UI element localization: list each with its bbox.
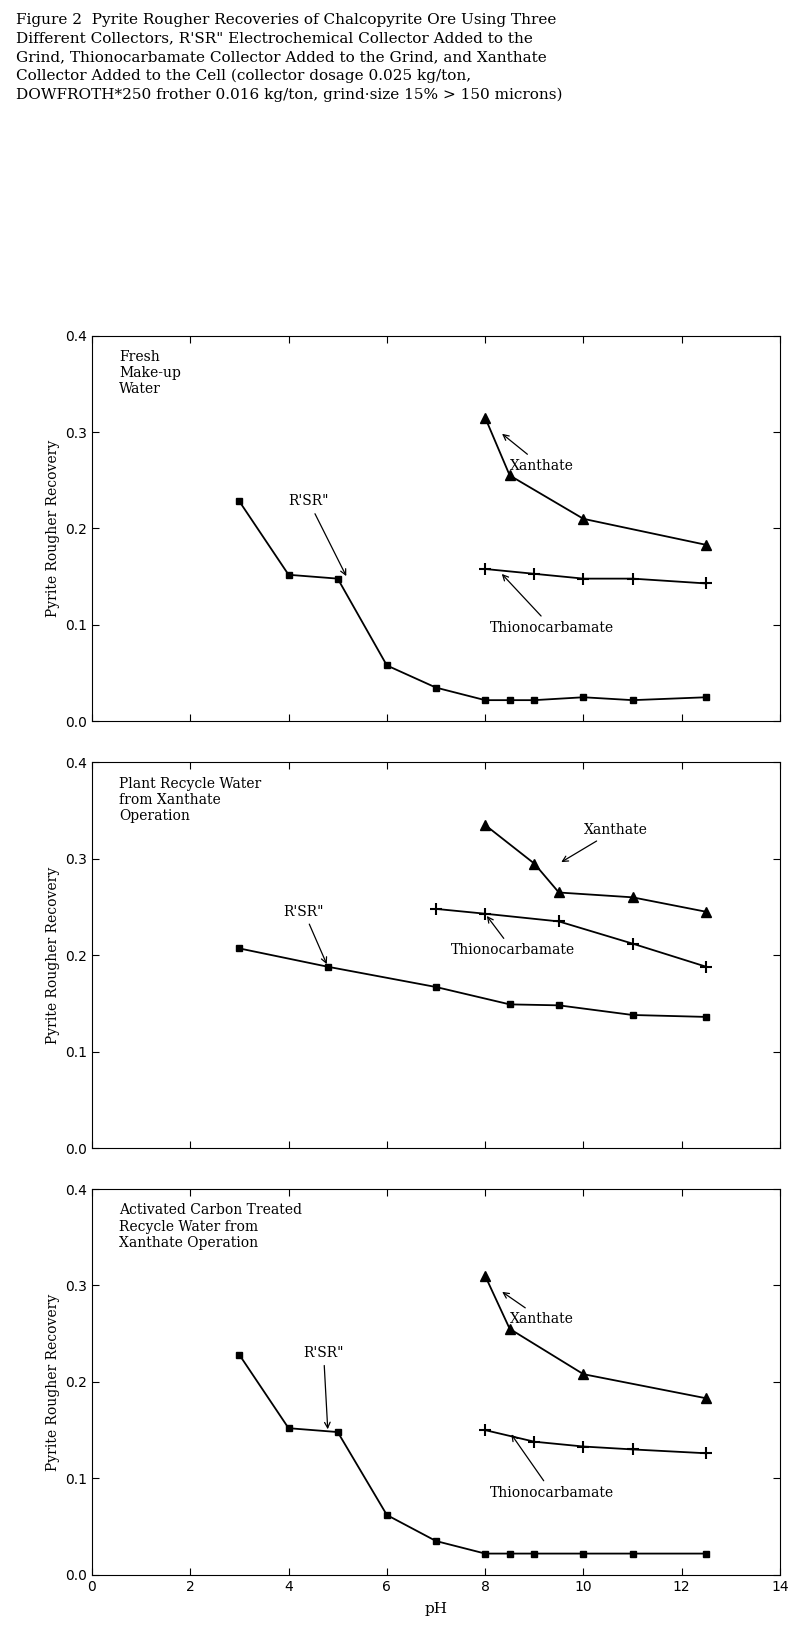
Y-axis label: Pyrite Rougher Recovery: Pyrite Rougher Recovery	[46, 866, 59, 1044]
Text: R'SR": R'SR"	[289, 494, 346, 575]
Text: Fresh
Make-up
Water: Fresh Make-up Water	[119, 350, 181, 396]
Text: Activated Carbon Treated
Recycle Water from
Xanthate Operation: Activated Carbon Treated Recycle Water f…	[119, 1203, 302, 1251]
Text: R'SR": R'SR"	[284, 905, 326, 963]
Text: R'SR": R'SR"	[303, 1346, 344, 1427]
Text: Xanthate: Xanthate	[562, 823, 647, 861]
Text: Thionocarbamate: Thionocarbamate	[490, 575, 614, 635]
Text: Xanthate: Xanthate	[503, 435, 574, 473]
Y-axis label: Pyrite Rougher Recovery: Pyrite Rougher Recovery	[46, 1293, 59, 1470]
Text: Figure 2  Pyrite Rougher Recoveries of Chalcopyrite Ore Using Three
Different Co: Figure 2 Pyrite Rougher Recoveries of Ch…	[16, 13, 562, 101]
X-axis label: pH: pH	[425, 1603, 447, 1616]
Text: Thionocarbamate: Thionocarbamate	[490, 1436, 614, 1499]
Text: Thionocarbamate: Thionocarbamate	[450, 917, 575, 958]
Y-axis label: Pyrite Rougher Recovery: Pyrite Rougher Recovery	[46, 440, 59, 617]
Text: Plant Recycle Water
from Xanthate
Operation: Plant Recycle Water from Xanthate Operat…	[119, 778, 262, 823]
Text: Xanthate: Xanthate	[503, 1293, 574, 1326]
